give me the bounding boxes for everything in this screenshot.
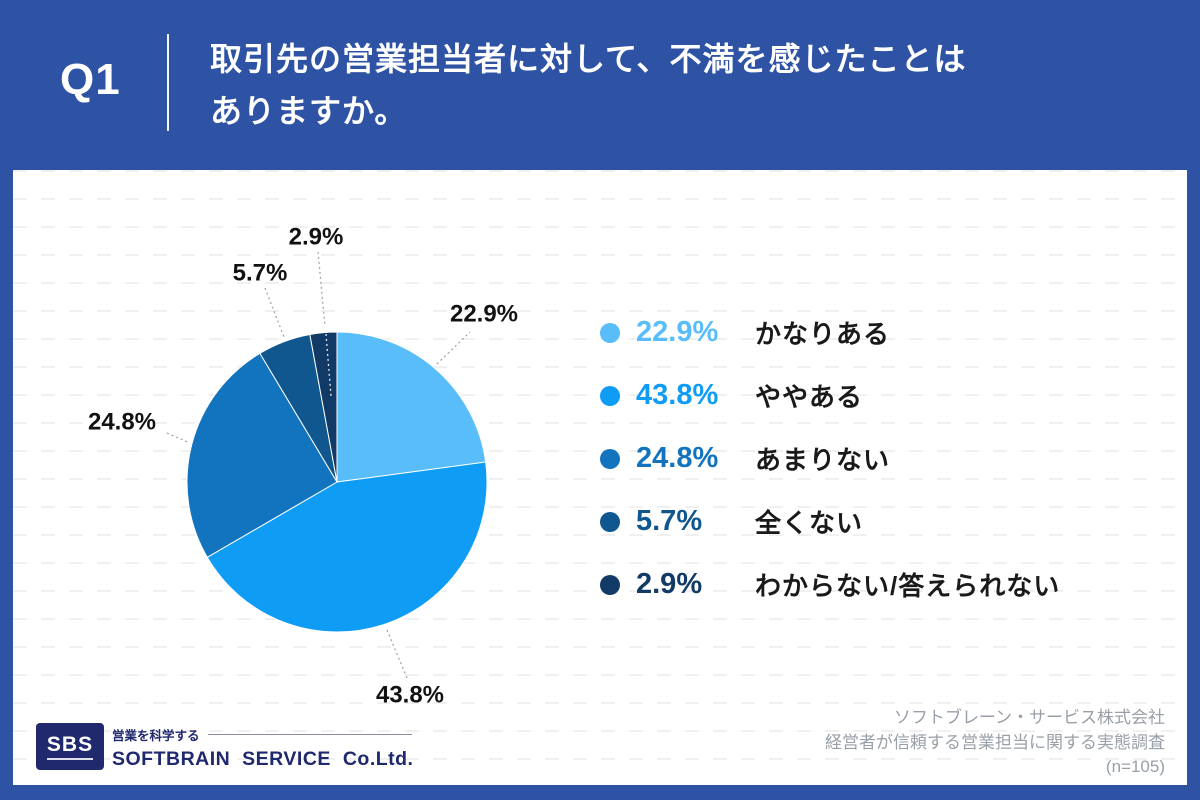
pie-chart: 22.9% 43.8% 24.8% 5.7%2.9% (88, 224, 518, 709)
legend-label-0: かなりある (755, 319, 891, 349)
legend-swatch-2 (600, 448, 620, 469)
source-attribution: ソフトブレーン・サービス株式会社 経営者が信頼する営業担当に関する実態調査 (n… (825, 706, 1165, 780)
question-text: 取引先の営業担当者に対して、不満を感じたことは ありますか。 (210, 33, 966, 137)
pie-value-label-2: 24.8% (88, 409, 156, 436)
pie-value-label-3: 5.7% (233, 260, 288, 287)
question-number: Q1 (60, 55, 121, 104)
sbs-logo-badge: SBS (36, 723, 104, 770)
legend-label-2: あまりない (755, 445, 891, 475)
legend-label-1: ややある (755, 382, 864, 412)
sbs-logo-text: SBS (46, 732, 94, 756)
pie-slice-2 (186, 352, 338, 558)
legend-item-0: 22.9% かなりある (598, 301, 1060, 364)
legend-item-3: 5.7% 全くない (598, 490, 1060, 553)
source-line-1: ソフトブレーン・サービス株式会社 (893, 708, 1165, 727)
leader-line-4 (317, 251, 326, 327)
pie-slice-0 (336, 331, 487, 483)
banner-divider (167, 34, 169, 131)
legend-percent-1: 43.8% (636, 379, 719, 411)
leader-line-1 (386, 629, 408, 679)
logo-tagline: 営業を科学する (112, 729, 200, 743)
pie-value-label-0: 22.9% (450, 301, 518, 328)
legend-label-4: わからない/答えられない (755, 571, 1061, 601)
legend-percent-2: 24.8% (636, 442, 719, 474)
pie-value-label-4: 2.9% (289, 224, 344, 251)
legend-item-2: 24.8% あまりない (598, 427, 1060, 490)
legend-swatch-1 (600, 385, 620, 406)
legend-item-4: 2.9% わからない/答えられない (598, 553, 1060, 616)
question-line-2: ありますか。 (210, 93, 408, 129)
legend-swatch-0 (600, 322, 620, 343)
softbrain-logo: SBS 営業を科学する SOFTBRAIN SERVICE Co.Ltd. (36, 723, 414, 771)
legend-swatch-3 (600, 511, 620, 532)
sbs-logo-subline (47, 757, 93, 760)
question-banner: Q1 取引先の営業担当者に対して、不満を感じたことは ありますか。 (0, 0, 1200, 170)
legend-swatch-4 (600, 574, 620, 595)
leader-line-4-inner (325, 333, 332, 397)
legend-item-1: 43.8% ややある (598, 364, 1060, 427)
source-line-2: 経営者が信頼する営業担当に関する実態調査 (825, 732, 1165, 752)
leader-line-2 (166, 432, 191, 444)
logo-rule-line (207, 734, 412, 735)
legend-percent-0: 22.9% (636, 316, 719, 348)
chart-card: 22.9% 43.8% 24.8% 5.7% 2.9% 22.9% かなりある 43.8% や… (13, 170, 1187, 785)
legend-percent-4: 2.9% (636, 568, 703, 600)
leader-line-0 (436, 331, 471, 365)
leader-line-3 (264, 287, 285, 338)
logo-company-name: SOFTBRAIN SERVICE Co.Ltd. (112, 748, 414, 770)
pie-chart-area: 22.9% 43.8% 24.8% 5.7% 2.9% (23, 185, 603, 725)
source-line-3: (n=105) (1105, 757, 1165, 776)
pie-value-label-1: 43.8% (376, 682, 444, 709)
legend-percent-3: 5.7% (636, 505, 703, 537)
legend-label-3: 全くない (755, 508, 864, 538)
pie-slice-1 (206, 461, 488, 633)
legend: 22.9% かなりある 43.8% ややある 24.8% あまりない 5.7% 全くない 2.9… (598, 301, 1060, 616)
question-line-1: 取引先の営業担当者に対して、不満を感じたことは (210, 41, 967, 77)
pie-slice-4 (309, 331, 338, 483)
